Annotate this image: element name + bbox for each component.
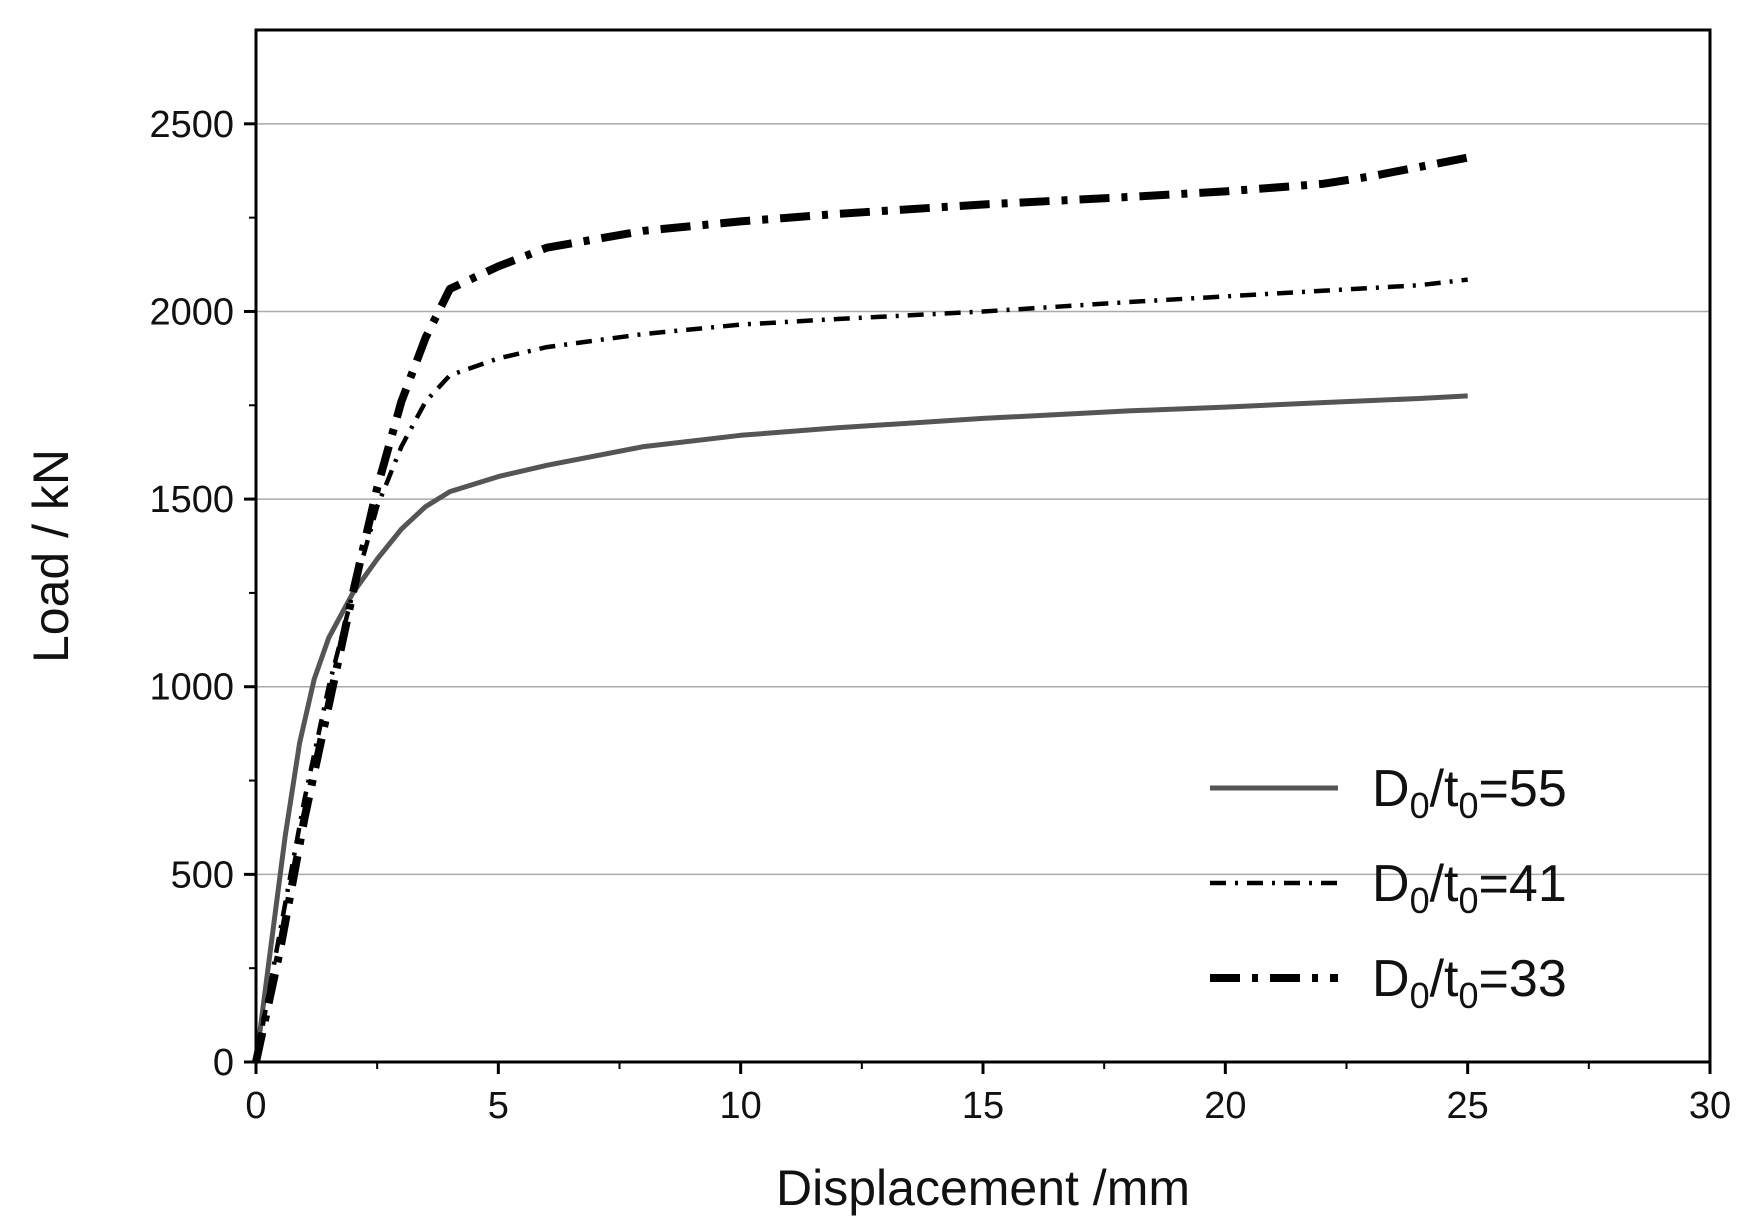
x-tick-label: 25 <box>1447 1085 1489 1127</box>
legend-label: D0/t0=33 <box>1372 950 1567 1016</box>
x-tick-label: 10 <box>720 1085 762 1127</box>
series-line-1 <box>253 393 1468 1063</box>
x-tick-label: 20 <box>1204 1085 1246 1127</box>
legend: D0/t0=55 D0/t0=41 D0/t0=33 <box>1210 760 1567 1016</box>
y-axis-title: Load / kN <box>23 449 79 663</box>
y-tick-label: 2500 <box>149 104 234 146</box>
y-tick-label: 1000 <box>149 667 234 709</box>
y-tick-label: 2000 <box>149 291 234 333</box>
legend-label: D0/t0=55 <box>1372 760 1567 826</box>
x-axis-title: Displacement /mm <box>776 1160 1190 1216</box>
y-tick-label: 0 <box>213 1042 234 1084</box>
gridlines <box>256 123 1710 876</box>
plot-series <box>252 153 1469 1063</box>
series-line-2 <box>253 277 1468 1063</box>
legend-label: D0/t0=41 <box>1372 855 1567 921</box>
x-tick-label: 30 <box>1689 1085 1731 1127</box>
y-tick-label: 500 <box>171 854 234 896</box>
x-tick-label: 5 <box>488 1085 509 1127</box>
x-tick-label: 0 <box>245 1085 266 1127</box>
x-tick-label: 15 <box>962 1085 1004 1127</box>
y-tick-label: 1500 <box>149 479 234 521</box>
series-line-3 <box>252 153 1469 1063</box>
axis-ticks: 0 500 1000 1500 2000 2500 0 5 10 15 20 25 30 <box>149 104 1731 1127</box>
